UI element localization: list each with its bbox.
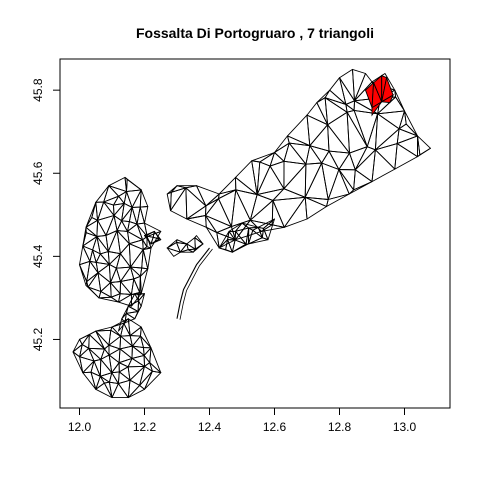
x-tick-label: 12.8 [328, 420, 352, 434]
mesh-triangle [186, 237, 196, 250]
mesh-triangle [417, 135, 421, 158]
mesh-triangle [130, 266, 143, 277]
x-tick-label: 13.0 [393, 420, 417, 434]
sandbar-line [176, 247, 210, 319]
mesh-region-island-chain [166, 235, 204, 257]
mesh-triangle [249, 199, 274, 226]
mesh-region-north-band [166, 68, 431, 249]
mesh-triangle [137, 300, 142, 312]
mesh-layer [72, 68, 431, 399]
mesh-region-island-small [144, 230, 162, 245]
mesh-triangle [131, 206, 141, 225]
x-tick-label: 12.6 [263, 420, 287, 434]
y-tick-label: 45.6 [31, 161, 45, 185]
mesh-triangle [139, 275, 142, 295]
mesh-triangle [134, 293, 139, 302]
mesh-triangle [185, 185, 207, 207]
mesh-region-neck [118, 293, 145, 332]
mesh-triangle [338, 169, 356, 191]
mesh-triangle [374, 128, 400, 151]
y-tick-label: 45.2 [31, 327, 45, 351]
y-axis: 45.2 45.4 45.6 45.8 [31, 78, 61, 351]
chart-title: Fossalta Di Portogruaro , 7 triangoli [136, 25, 374, 41]
mesh-region-south-lobe [72, 318, 162, 399]
mesh-triangle [170, 187, 187, 212]
mesh-triangle [146, 236, 152, 249]
mesh-triangle [149, 362, 162, 374]
mesh-triangle [398, 110, 407, 130]
mesh-triangle [124, 176, 128, 192]
x-axis: 12.0 12.2 12.4 12.6 12.8 13.0 [68, 407, 417, 434]
sandbar-line [179, 248, 213, 320]
x-tick-label: 12.2 [133, 420, 157, 434]
mesh-triangle [125, 311, 139, 320]
x-tick-label: 12.4 [198, 420, 222, 434]
y-tick-label: 45.8 [31, 78, 45, 102]
mesh-region-west-lobe [79, 176, 162, 307]
mesh-triangle [150, 236, 160, 245]
highlight-layer [364, 74, 395, 117]
mesh-triangle [131, 345, 145, 356]
x-tick-label: 12.0 [68, 420, 92, 434]
mesh-region-inner-east [218, 218, 275, 253]
y-tick-label: 45.4 [31, 244, 45, 268]
mesh-triangle [257, 226, 264, 239]
highlighted-triangle [380, 94, 395, 104]
